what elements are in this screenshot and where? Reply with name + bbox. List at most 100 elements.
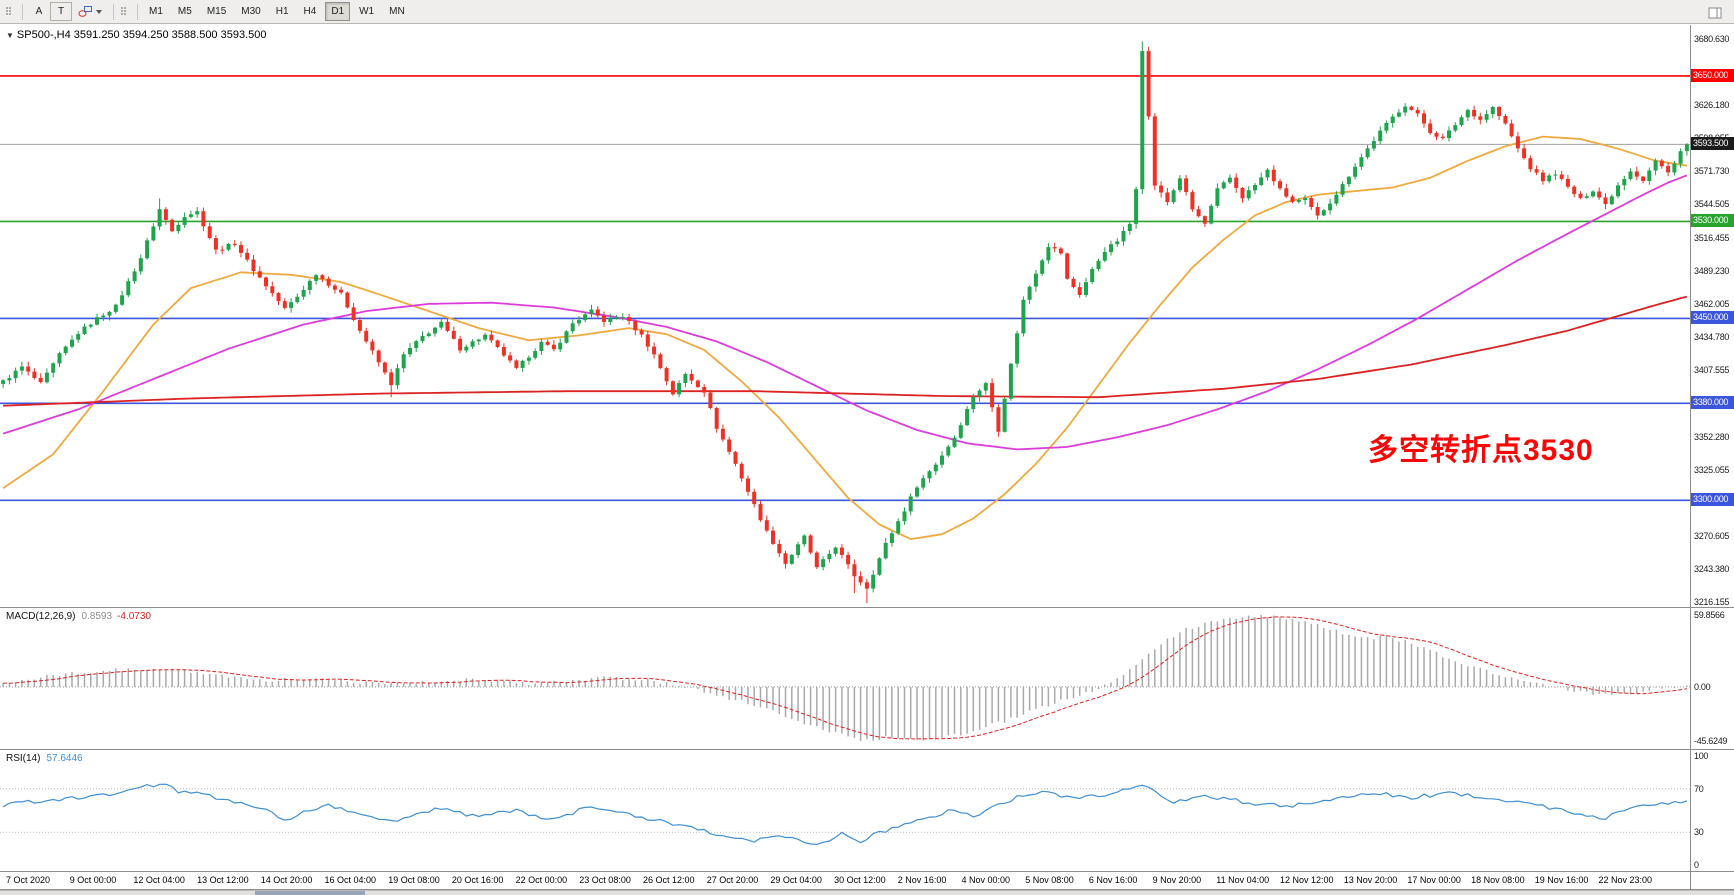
hline-price-label: 3650.000 bbox=[1691, 68, 1734, 82]
macd-axis-label: 59.8566 bbox=[1694, 610, 1725, 621]
price-axis-label: 3434.780 bbox=[1694, 331, 1730, 342]
pane-divider bbox=[0, 889, 1734, 890]
time-axis-label: 14 Oct 20:00 bbox=[260, 875, 313, 885]
time-axis-label: 9 Oct 00:00 bbox=[69, 875, 117, 885]
current-price-label: 3593.500 bbox=[1691, 137, 1734, 151]
chart-title: ▼ SP500-,H4 3591.250 3594.250 3588.500 35… bbox=[6, 29, 267, 41]
timeframe-m1[interactable]: M1 bbox=[143, 2, 169, 21]
time-axis-label: 2 Nov 16:00 bbox=[897, 875, 947, 885]
price-axis-label: 3243.380 bbox=[1694, 563, 1730, 574]
toolbar: A T M1 M5 M15 M30 H1 H4 D1 W1 MN bbox=[0, 0, 1734, 24]
toolbar-separator bbox=[137, 3, 138, 20]
rsi-axis-label: 0 bbox=[1694, 860, 1699, 870]
axis-border bbox=[1690, 25, 1691, 889]
timeframe-mn[interactable]: MN bbox=[383, 2, 411, 21]
toolbar-grip[interactable] bbox=[121, 7, 127, 16]
pane-divider[interactable] bbox=[0, 749, 1734, 750]
time-axis[interactable]: 7 Oct 2020 9 Oct 00:00 12 Oct 04:00 13 Oct … bbox=[0, 872, 1690, 889]
macd-axis-label: -45.6249 bbox=[1694, 736, 1728, 747]
macd-signal-line bbox=[3, 616, 1687, 740]
time-axis-label: 22 Oct 00:00 bbox=[515, 875, 568, 885]
text-tool-button[interactable]: T bbox=[50, 2, 72, 21]
rsi-value: 57.6446 bbox=[46, 753, 83, 764]
price-axis-label: 3516.455 bbox=[1694, 232, 1730, 243]
hline-price-label: 3450.000 bbox=[1691, 311, 1734, 325]
price-axis-label: 3352.280 bbox=[1694, 431, 1730, 442]
toolbar-grip[interactable] bbox=[6, 7, 12, 16]
timeframe-d1[interactable]: D1 bbox=[325, 2, 351, 21]
macd-canvas[interactable] bbox=[0, 608, 1690, 749]
macd-axis-label: 0.00 bbox=[1694, 681, 1711, 692]
price-axis-label: 3407.555 bbox=[1694, 364, 1730, 375]
timeframe-w1[interactable]: W1 bbox=[353, 2, 380, 21]
price-axis-label: 3270.605 bbox=[1694, 530, 1730, 541]
symbol-period-label: SP500-,H4 bbox=[16, 29, 71, 41]
time-axis-label: 7 Oct 2020 bbox=[6, 875, 51, 885]
time-axis-label: 13 Oct 12:00 bbox=[197, 875, 249, 885]
macd-signal-value: -4.0730 bbox=[117, 611, 151, 622]
annotations-tool-button[interactable]: A bbox=[28, 2, 50, 21]
timeframe-m5[interactable]: M5 bbox=[172, 2, 198, 21]
pane-divider[interactable] bbox=[0, 607, 1734, 608]
price-axis-label: 3489.230 bbox=[1694, 265, 1730, 276]
price-axis-label: 3571.730 bbox=[1694, 165, 1730, 176]
ohlc-values: 3591.250 3594.250 3588.500 3593.500 bbox=[73, 29, 267, 41]
time-axis-label: 20 Oct 16:00 bbox=[451, 875, 504, 885]
time-axis-label: 6 Nov 16:00 bbox=[1088, 875, 1138, 885]
time-axis-label: 12 Nov 12:00 bbox=[1280, 875, 1334, 885]
macd-pane[interactable]: MACD(12,26,9) 0.8593 -4.0730 bbox=[0, 608, 1690, 749]
price-axis-label: 3325.055 bbox=[1694, 464, 1730, 475]
timeframe-group: M1 M5 M15 M30 H1 H4 D1 W1 MN bbox=[143, 2, 411, 21]
price-axis-label: 3680.630 bbox=[1694, 33, 1730, 44]
time-axis-label: 30 Oct 12:00 bbox=[834, 875, 886, 885]
price-axis-label: 3544.505 bbox=[1694, 198, 1730, 209]
time-axis-label: 29 Oct 04:00 bbox=[770, 875, 822, 885]
price-axis-label: 3216.155 bbox=[1694, 596, 1730, 607]
time-axis-label: 17 Nov 00:00 bbox=[1407, 875, 1461, 885]
macd-histogram bbox=[2, 614, 1688, 741]
timeframe-m15[interactable]: M15 bbox=[201, 2, 232, 21]
rsi-label: RSI(14) 57.6446 bbox=[6, 753, 83, 764]
horizontal-scrollbar-thumb[interactable] bbox=[255, 891, 365, 895]
macd-label: MACD(12,26,9) 0.8593 -4.0730 bbox=[6, 611, 151, 622]
macd-axis: 59.8566 0.00 -45.6249 bbox=[1691, 608, 1734, 749]
ma-mid-magenta bbox=[2, 174, 1688, 451]
shapes-tool-button[interactable] bbox=[72, 2, 108, 21]
toolbar-right-icon[interactable] bbox=[1702, 3, 1728, 22]
time-axis-label: 5 Nov 08:00 bbox=[1025, 875, 1074, 885]
time-axis-label: 13 Nov 20:00 bbox=[1343, 875, 1398, 885]
price-axis[interactable]: 3680.6303626.1803598.9553571.7303544.505… bbox=[1691, 25, 1734, 607]
hline-price-label: 3380.000 bbox=[1691, 396, 1734, 410]
price-chart-canvas[interactable] bbox=[0, 25, 1690, 607]
timeframe-h4[interactable]: H4 bbox=[298, 2, 323, 21]
rsi-axis-label: 30 bbox=[1694, 827, 1704, 838]
rsi-line bbox=[2, 783, 1688, 846]
time-axis-label: 26 Oct 12:00 bbox=[643, 875, 695, 885]
time-axis-label: 23 Oct 08:00 bbox=[579, 875, 631, 885]
horizontal-scrollbar[interactable] bbox=[0, 890, 1734, 895]
window-icon bbox=[1708, 7, 1722, 18]
time-axis-label: 27 Oct 20:00 bbox=[706, 875, 759, 885]
time-axis-label: 9 Nov 20:00 bbox=[1152, 875, 1202, 885]
rsi-name: RSI(14) bbox=[6, 753, 41, 764]
timeframe-h1[interactable]: H1 bbox=[270, 2, 295, 21]
dropdown-marker-icon[interactable]: ▼ bbox=[6, 31, 14, 40]
rsi-axis-label: 70 bbox=[1694, 783, 1704, 794]
time-axis-label: 4 Nov 00:00 bbox=[961, 875, 1011, 885]
ma-slow-red bbox=[3, 295, 1688, 407]
annotation-text: 多空转折点3530 bbox=[1368, 434, 1594, 467]
price-chart-pane[interactable]: ▼ SP500-,H4 3591.250 3594.250 3588.500 35… bbox=[0, 25, 1690, 607]
time-axis-label: 19 Oct 08:00 bbox=[388, 875, 440, 885]
rsi-canvas[interactable] bbox=[0, 750, 1690, 871]
macd-name: MACD(12,26,9) bbox=[6, 611, 76, 622]
price-axis-label: 3626.180 bbox=[1694, 99, 1730, 110]
time-axis-label: 18 Nov 08:00 bbox=[1471, 875, 1525, 885]
time-axis-label: 16 Oct 04:00 bbox=[324, 875, 377, 885]
timeframe-m30[interactable]: M30 bbox=[235, 2, 266, 21]
toolbar-separator bbox=[22, 3, 23, 20]
rsi-pane[interactable]: RSI(14) 57.6446 bbox=[0, 750, 1690, 871]
rsi-axis-label: 100 bbox=[1694, 751, 1709, 761]
hline-price-label: 3300.000 bbox=[1691, 493, 1734, 507]
macd-main-value: 0.8593 bbox=[81, 611, 113, 622]
time-axis-label: 11 Nov 04:00 bbox=[1216, 875, 1270, 885]
